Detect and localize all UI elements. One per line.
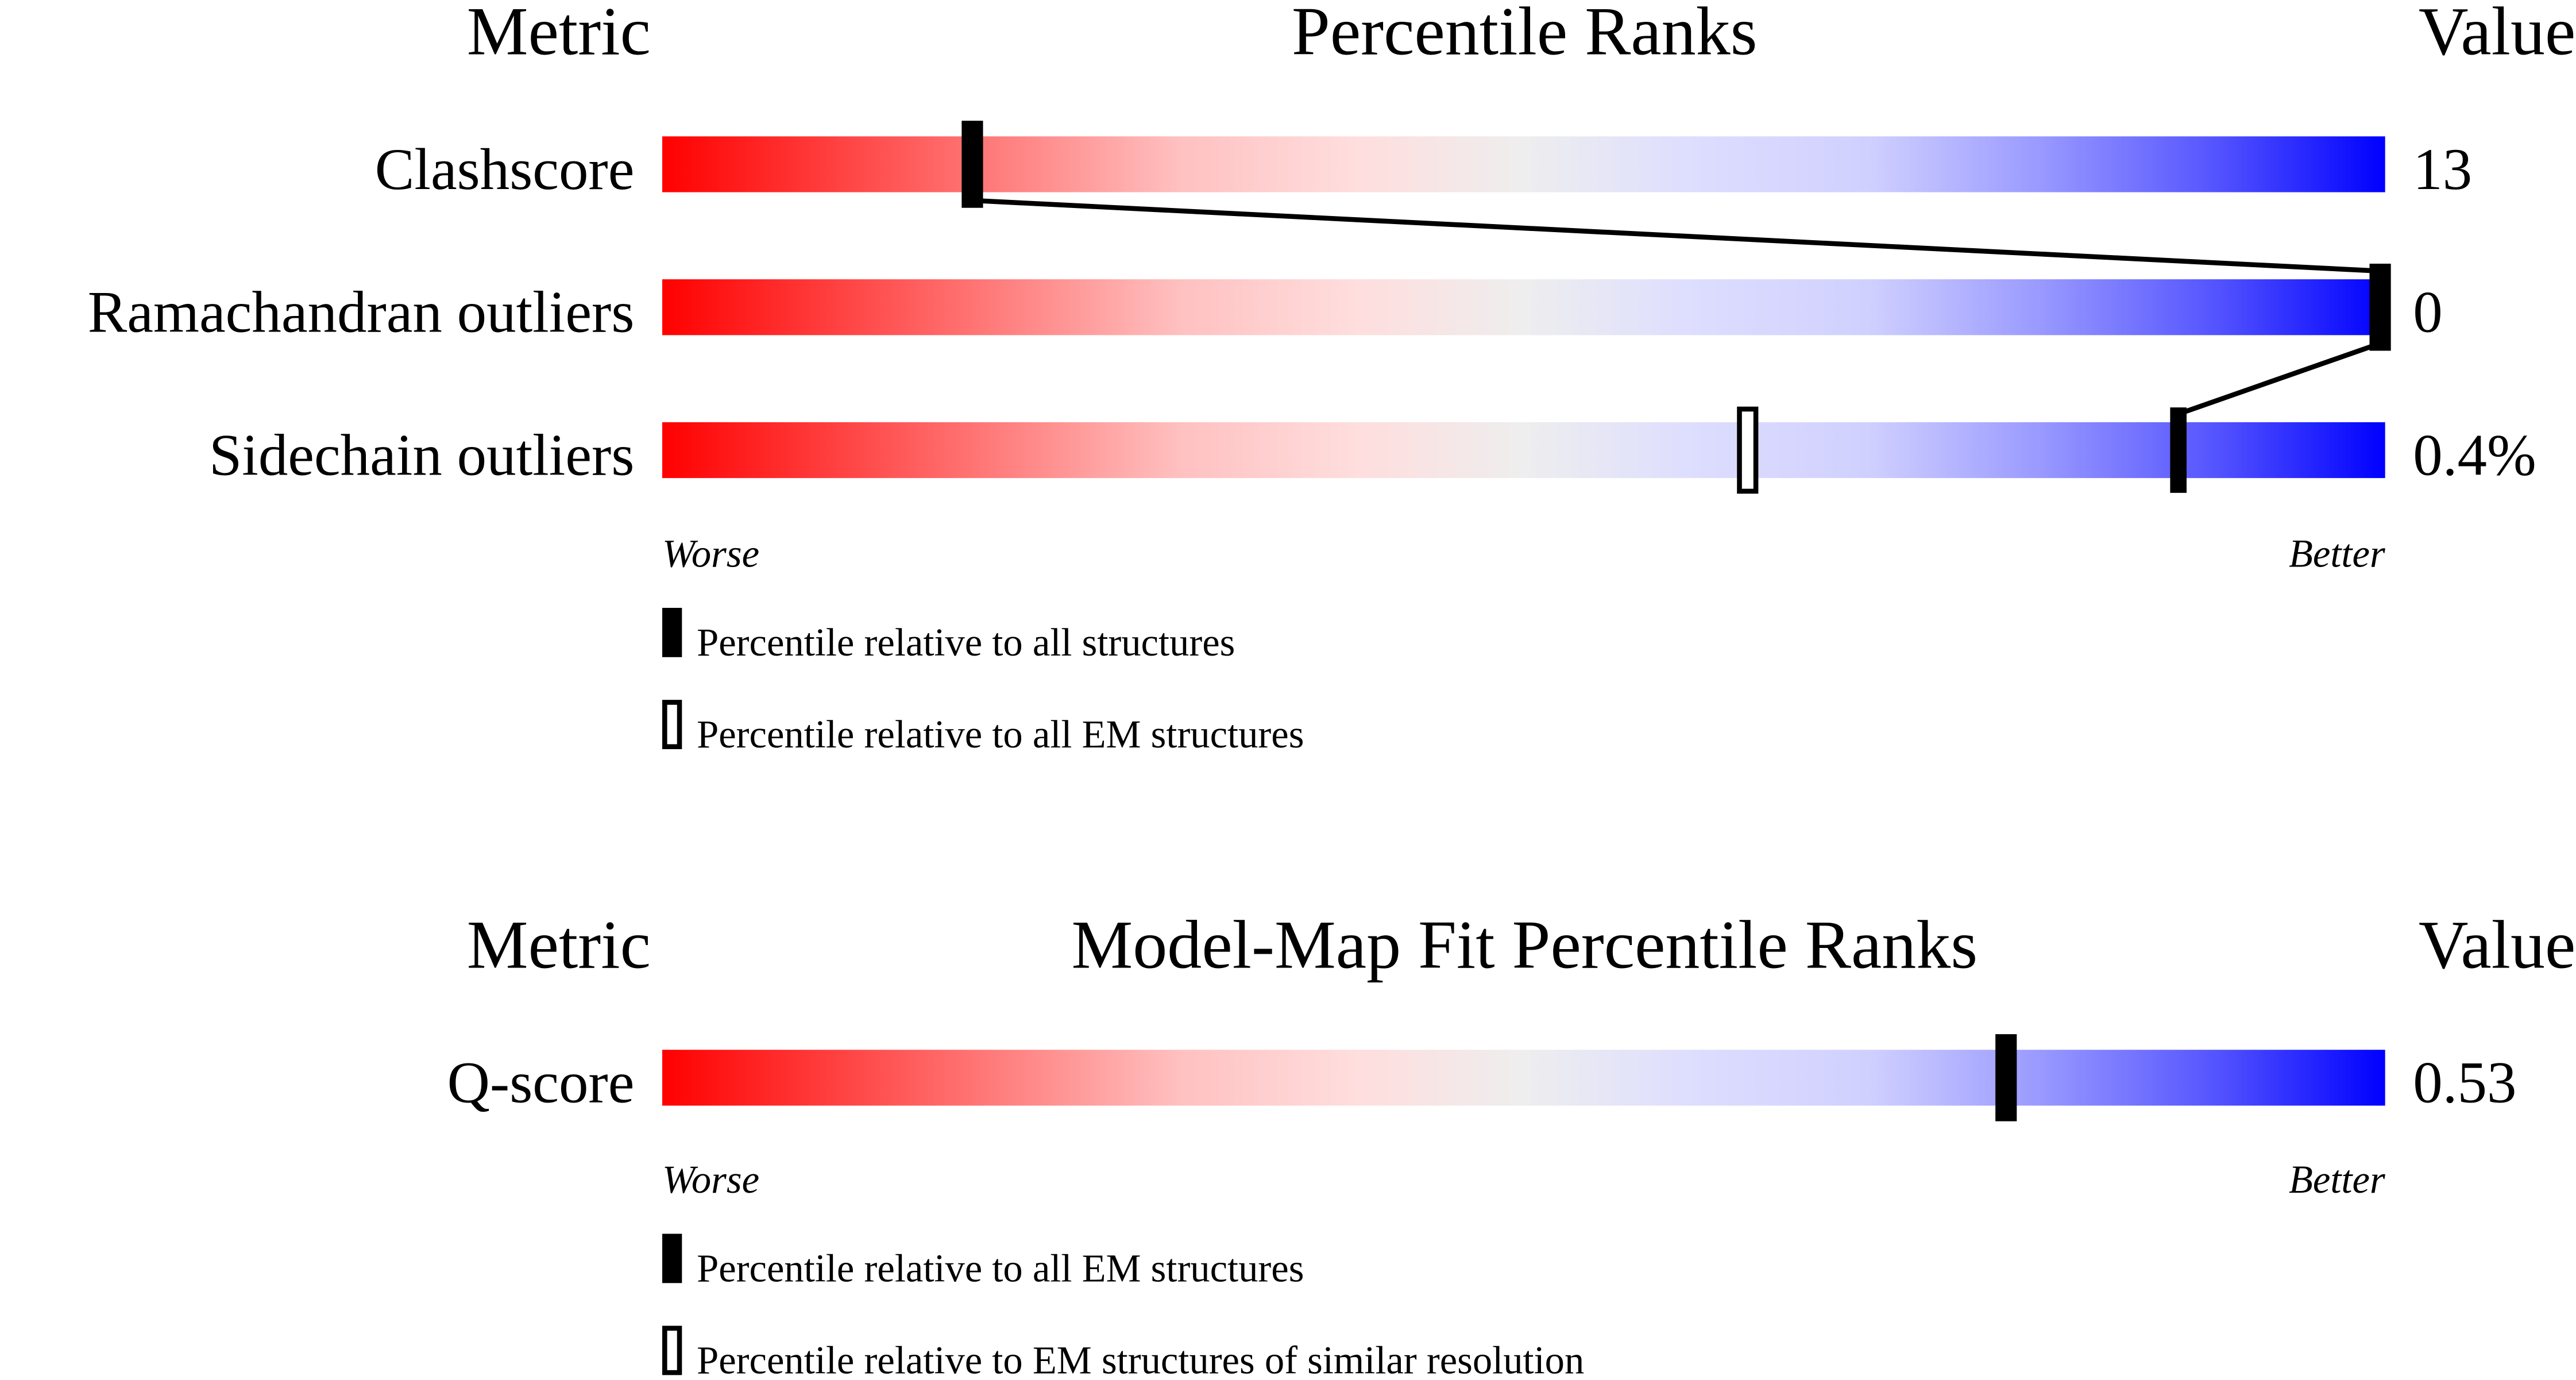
header-value: Value <box>2419 0 2575 69</box>
connector-line <box>972 198 2381 274</box>
chart-title: Percentile Ranks <box>1292 0 1757 69</box>
worse-label: Worse <box>662 1158 759 1201</box>
marker-filled <box>1998 1035 2015 1121</box>
chart-title: Model-Map Fit Percentile Ranks <box>1071 906 1978 982</box>
marker-filled <box>964 121 981 207</box>
header-value: Value <box>2419 906 2575 982</box>
metric-value: 0.53 <box>2413 1050 2516 1116</box>
metric-label: Q-score <box>447 1050 635 1116</box>
worse-label: Worse <box>662 532 759 576</box>
header-metric: Metric <box>467 906 651 982</box>
marker-filled <box>2372 264 2389 350</box>
legend-marker-filled <box>662 1233 682 1283</box>
better-label: Better <box>2289 532 2385 576</box>
metric-value: 13 <box>2413 137 2472 202</box>
connector-line <box>2177 341 2381 417</box>
legend-label: Percentile relative to EM structures of … <box>697 1339 1584 1380</box>
metric-value: 0.4% <box>2413 422 2536 488</box>
legend-label: Percentile relative to all structures <box>697 620 1235 664</box>
metric-label: Sidechain outliers <box>209 422 634 488</box>
legend-marker-open <box>662 700 682 749</box>
legend-marker-open <box>662 1325 682 1375</box>
metric-value: 0 <box>2413 280 2442 345</box>
legend-marker-filled <box>662 608 682 657</box>
header-metric: Metric <box>467 0 651 69</box>
legend-label: Percentile relative to all EM structures <box>697 712 1304 756</box>
legend-label: Percentile relative to all EM structures <box>697 1246 1304 1290</box>
percentile-bar <box>662 279 2385 336</box>
metric-label: Clashscore <box>375 137 635 202</box>
percentile-bar <box>662 136 2385 192</box>
metric-label: Ramachandran outliers <box>88 280 635 345</box>
marker-filled <box>2170 407 2187 493</box>
percentile-bar <box>662 422 2385 479</box>
percentile-bar <box>662 1050 2385 1106</box>
better-label: Better <box>2289 1158 2385 1201</box>
marker-open <box>1737 406 1759 494</box>
